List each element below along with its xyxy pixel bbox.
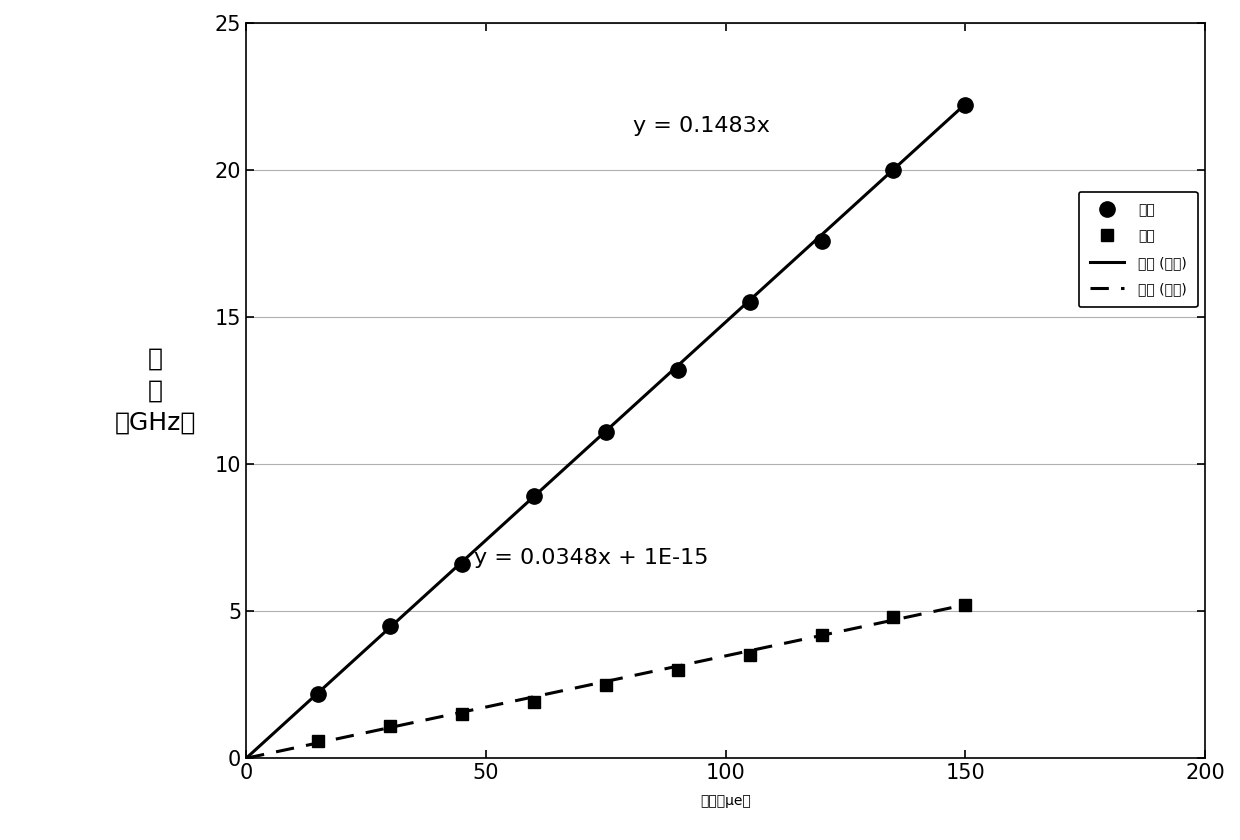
Legend: 细径, 普通, 线性 (细径), 线性 (普通): 细径, 普通, 线性 (细径), 线性 (普通) <box>1079 192 1198 307</box>
Text: y = 0.0348x + 1E-15: y = 0.0348x + 1E-15 <box>474 549 708 568</box>
Text: y = 0.1483x: y = 0.1483x <box>634 116 770 136</box>
X-axis label: 应变（μe）: 应变（μe） <box>701 794 751 808</box>
Text: 频
移
（GHz）: 频 移 （GHz） <box>114 347 196 434</box>
